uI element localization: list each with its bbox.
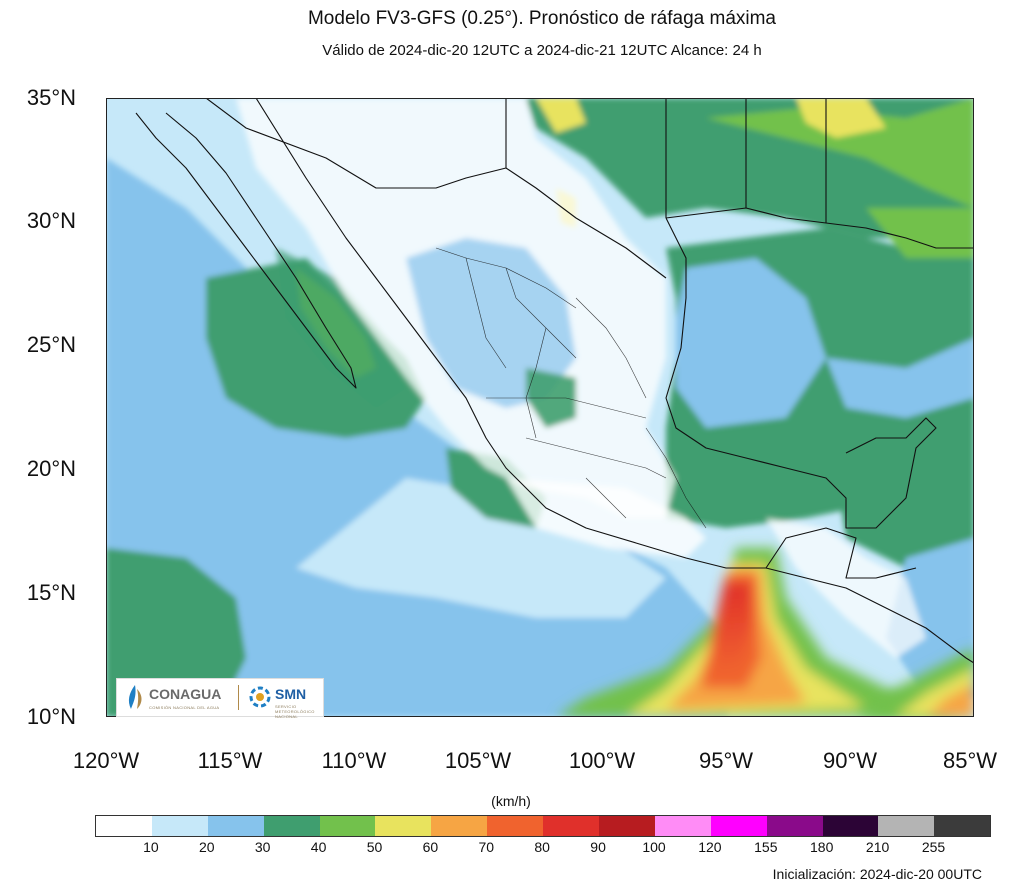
colorbar-tick-label: 50 [366, 839, 383, 855]
lon-label-115w: 115°W [197, 748, 263, 773]
papagayo-jet [856, 648, 974, 717]
colorbar-tick-label: 70 [478, 839, 495, 855]
conagua-emblem-icon [128, 685, 142, 709]
colorbar-tick-label: 60 [422, 839, 439, 855]
lat-label-15n: 15°N [26, 580, 76, 605]
colorbar-swatch [263, 816, 320, 836]
wind-zone-caribbean [836, 458, 974, 568]
wind-zone-gulf-mexico-20 [676, 258, 826, 428]
lon-label-100w: 100°W [568, 748, 636, 773]
coastlines [135, 98, 974, 664]
wind-zone-caribbean-20 [886, 538, 974, 698]
wind-field [106, 98, 974, 717]
smn-subtitle: SERVICIO METEOROLÓGICO NACIONAL [275, 704, 315, 719]
colorbar-swatch [375, 816, 432, 836]
colorbar-swatch [543, 816, 600, 836]
colorbar-tick-label: 40 [310, 839, 327, 855]
tehuantepec-jet [556, 548, 974, 717]
logo-panel: CONAGUA COMISIÓN NACIONAL DEL AGUA SMN S… [116, 678, 324, 719]
lon-label-110w: 110°W [321, 748, 387, 773]
colorbar-tick-label: 10 [143, 839, 159, 855]
colorbar-swatch [207, 816, 264, 836]
colorbar-tick-label: 155 [754, 839, 778, 855]
lat-label-35n: 35°N [26, 85, 76, 110]
wind-zone-oaxaca [506, 478, 706, 558]
lat-label-25n: 25°N [26, 332, 76, 357]
wind-zone-gulf-mexico-20b [826, 338, 974, 418]
colorbar-swatch [766, 816, 823, 836]
colorbar-tick-label: 20 [199, 839, 215, 855]
conagua-logo: CONAGUA COMISIÓN NACIONAL DEL AGUA [123, 683, 233, 713]
colorbar-swatch [878, 816, 935, 836]
smn-emblem-icon [249, 686, 271, 708]
colorbar-tick-label: 210 [865, 839, 890, 855]
colorbar-tick-label: 255 [921, 839, 946, 855]
wind-zone-land-central [406, 238, 576, 408]
state-borders [435, 247, 707, 529]
wind-zone-pacific-10 [296, 478, 666, 618]
conagua-wordmark: CONAGUA [149, 686, 222, 702]
colorbar-swatch [822, 816, 879, 836]
map-title: Modelo FV3-GFS (0.25°). Pronóstico de rá… [307, 8, 776, 29]
lon-label-105w: 105°W [444, 748, 512, 773]
wind-zone-usa-50 [536, 98, 586, 133]
colorbar-swatch [487, 816, 544, 836]
wind-zone-usa-50b [796, 98, 886, 138]
colorbar-tick-label: 90 [590, 839, 606, 855]
lat-label-20n: 20°N [26, 456, 76, 481]
colorbar-tick-label: 180 [810, 839, 834, 855]
colorbar-swatch [710, 816, 767, 836]
wind-zone-gulf-california-30 [276, 248, 406, 408]
colorbar-tick-label: 30 [254, 839, 271, 855]
colorbar-swatch [151, 816, 208, 836]
smn-wordmark: SMN [275, 686, 307, 702]
colorbar-swatch [934, 816, 991, 836]
logo-divider [238, 685, 239, 710]
wind-zone-usa-40b [866, 208, 974, 258]
lat-label-30n: 30°N [26, 208, 76, 233]
conagua-subtitle: COMISIÓN NACIONAL DEL AGUA [149, 705, 220, 710]
colorbar-tick-label: 120 [698, 839, 722, 855]
colorbar-swatch [319, 816, 376, 836]
lon-label-85w: 85°W [942, 748, 998, 773]
lon-label-95w: 95°W [698, 748, 754, 773]
wind-zone-pacific-30b [106, 548, 246, 717]
initialization-time: Inicialización: 2024-dic-20 00UTC [772, 866, 982, 882]
colorbar-swatch [96, 816, 152, 836]
lon-label-120w: 120°W [72, 748, 140, 773]
lat-label-10n: 10°N [26, 704, 76, 729]
wind-zone-pacific-30c [446, 448, 546, 528]
forecast-map [106, 98, 974, 717]
colorbar-tick-label: 100 [642, 839, 666, 855]
lon-label-90w: 90°W [822, 748, 878, 773]
smn-logo: SMN SERVICIO METEOROLÓGICO NACIONAL [247, 683, 321, 719]
colorbar [95, 815, 992, 837]
colorbar-swatch [599, 816, 655, 836]
map-subtitle: Válido de 2024-dic-20 12UTC a 2024-dic-2… [322, 42, 762, 59]
wind-zone-usa-40 [706, 98, 974, 208]
colorbar-unit: (km/h) [491, 793, 531, 809]
colorbar-tick-label: 80 [534, 839, 550, 855]
colorbar-swatch [654, 816, 711, 836]
colorbar-swatch [431, 816, 488, 836]
